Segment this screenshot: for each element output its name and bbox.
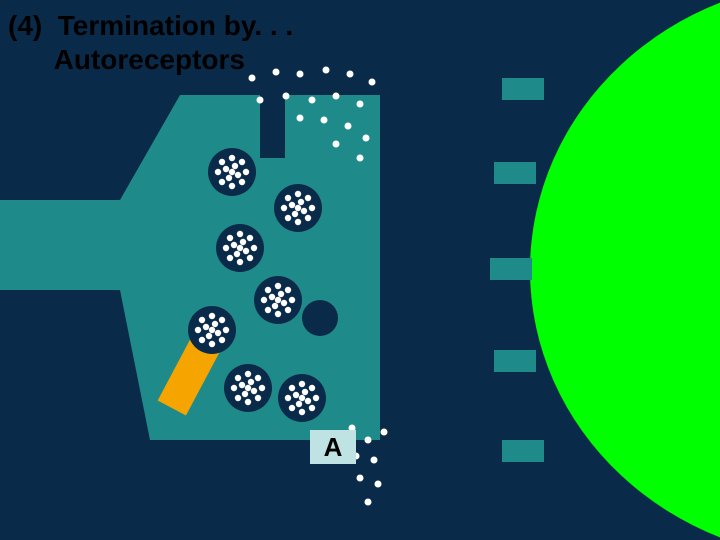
slide-title-line2: Autoreceptors	[8, 44, 245, 76]
neurotransmitter-dot	[347, 71, 354, 78]
vesicle	[208, 148, 256, 196]
neurotransmitter-dot	[365, 499, 372, 506]
neurotransmitter-dot	[273, 69, 280, 76]
neurotransmitter-dot	[357, 475, 364, 482]
neurotransmitter-dot	[333, 141, 340, 148]
postsynaptic-receptor	[502, 78, 544, 100]
reuptake-gap	[260, 95, 285, 158]
neurotransmitter-dot	[365, 437, 372, 444]
vesicle	[188, 306, 236, 354]
neurotransmitter-dot	[297, 71, 304, 78]
neurotransmitter-dot	[345, 123, 352, 130]
postsynaptic-receptor	[490, 258, 532, 280]
postsynaptic-receptor	[502, 440, 544, 462]
neurotransmitter-dot	[375, 481, 382, 488]
slide-title-line1: (4) Termination by. . .	[8, 10, 293, 42]
autoreceptor-label-text: A	[324, 432, 343, 463]
neurotransmitter-dot	[309, 97, 316, 104]
axon	[0, 200, 120, 290]
neurotransmitter-dot	[369, 79, 376, 86]
vesicle	[216, 224, 264, 272]
neurotransmitter-dot	[357, 155, 364, 162]
vesicle	[274, 184, 322, 232]
neurotransmitter-dot	[283, 93, 290, 100]
neurotransmitter-dot	[381, 429, 388, 436]
vesicle	[278, 374, 326, 422]
neurotransmitter-dot	[257, 97, 264, 104]
neurotransmitter-dot	[323, 67, 330, 74]
postsynaptic-receptor	[494, 162, 536, 184]
neurotransmitter-dot	[321, 117, 328, 124]
neurotransmitter-dot	[297, 115, 304, 122]
neurotransmitter-dot	[357, 101, 364, 108]
vesicle	[254, 276, 302, 324]
postsynaptic-receptor	[494, 350, 536, 372]
postsynaptic-cell	[530, 0, 720, 540]
neurotransmitter-dot	[249, 75, 256, 82]
vesicle	[224, 364, 272, 412]
neurotransmitter-free	[302, 300, 338, 336]
neurotransmitter-dot	[333, 93, 340, 100]
neurotransmitter-dot	[371, 457, 378, 464]
neurotransmitter-dot	[363, 135, 370, 142]
autoreceptor-label: A	[310, 430, 356, 464]
